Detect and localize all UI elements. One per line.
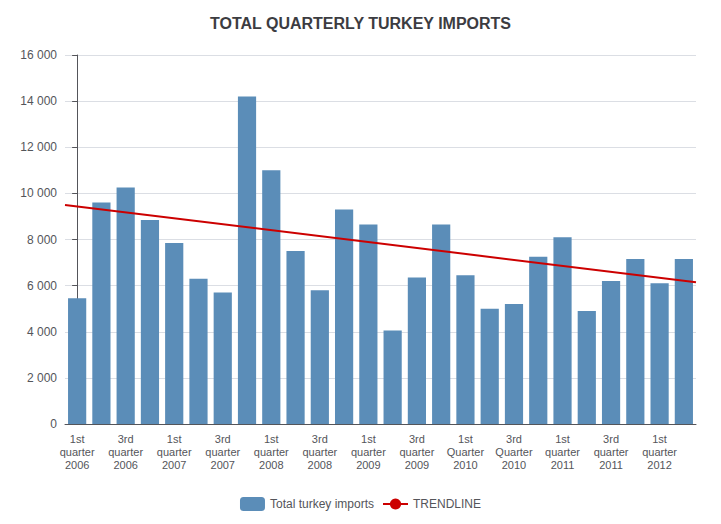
svg-text:Total turkey imports: Total turkey imports [270,497,374,511]
svg-text:2 000: 2 000 [27,371,57,385]
svg-text:Quarter: Quarter [495,446,533,458]
svg-text:3rd: 3rd [409,433,425,445]
svg-text:2008: 2008 [259,459,283,471]
svg-text:2006: 2006 [113,459,137,471]
svg-text:1st: 1st [264,433,279,445]
svg-text:2008: 2008 [308,459,332,471]
svg-text:4 000: 4 000 [27,325,57,339]
svg-text:1st: 1st [361,433,376,445]
svg-text:3rd: 3rd [118,433,134,445]
svg-text:3rd: 3rd [215,433,231,445]
svg-text:quarter: quarter [642,446,677,458]
svg-text:2007: 2007 [211,459,235,471]
svg-text:16 000: 16 000 [20,48,57,62]
svg-text:quarter: quarter [302,446,337,458]
svg-text:2011: 2011 [599,459,623,471]
svg-text:1st: 1st [555,433,570,445]
svg-text:TOTAL QUARTERLY TURKEY IMPORTS: TOTAL QUARTERLY TURKEY IMPORTS [210,15,511,32]
svg-text:2009: 2009 [405,459,429,471]
svg-text:quarter: quarter [60,446,95,458]
svg-text:10 000: 10 000 [20,186,57,200]
svg-text:2010: 2010 [502,459,526,471]
svg-text:1st: 1st [167,433,182,445]
svg-text:8 000: 8 000 [27,233,57,247]
svg-text:12 000: 12 000 [20,140,57,154]
svg-text:2010: 2010 [453,459,477,471]
svg-text:14 000: 14 000 [20,94,57,108]
svg-text:quarter: quarter [351,446,386,458]
svg-text:quarter: quarter [157,446,192,458]
svg-text:1st: 1st [652,433,667,445]
svg-text:3rd: 3rd [603,433,619,445]
svg-text:6 000: 6 000 [27,279,57,293]
svg-text:2006: 2006 [65,459,89,471]
svg-text:quarter: quarter [108,446,143,458]
svg-text:2011: 2011 [551,459,575,471]
svg-text:1st: 1st [458,433,473,445]
svg-text:1st: 1st [70,433,85,445]
svg-text:quarter: quarter [254,446,289,458]
svg-text:2009: 2009 [356,459,380,471]
svg-text:2007: 2007 [162,459,186,471]
svg-text:quarter: quarter [399,446,434,458]
svg-text:2012: 2012 [647,459,671,471]
svg-text:quarter: quarter [594,446,629,458]
svg-text:quarter: quarter [545,446,580,458]
svg-text:3rd: 3rd [312,433,328,445]
svg-text:3rd: 3rd [506,433,522,445]
svg-text:quarter: quarter [205,446,240,458]
svg-text:Quarter: Quarter [447,446,485,458]
svg-text:TRENDLINE: TRENDLINE [413,497,481,511]
svg-text:0: 0 [50,417,57,431]
